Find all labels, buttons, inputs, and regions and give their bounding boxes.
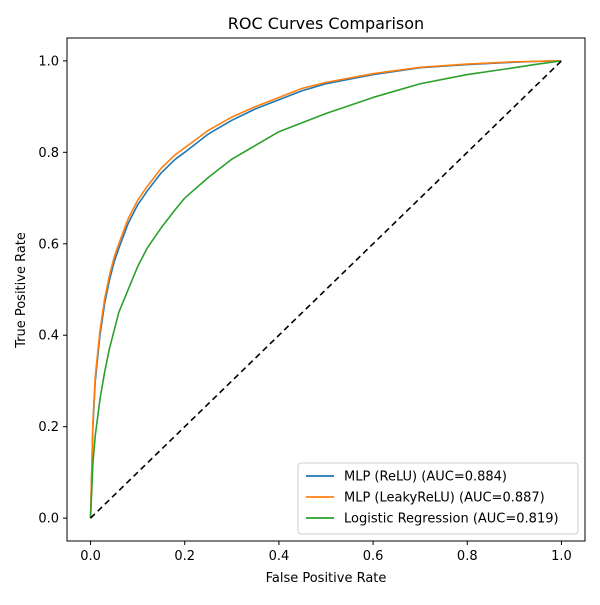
legend-entry-1: MLP (LeakyReLU) (AUC=0.887) [344,491,545,506]
legend-box [297,462,579,535]
plot-frame [66,37,586,542]
y-tick-label: 0.6 [38,237,59,252]
series-line-2 [89,60,562,519]
y-tick-label: 0.4 [38,329,59,344]
series-line-1 [89,60,562,519]
x-tick-label: 0.2 [174,549,195,564]
x-tick-label: 0.6 [363,549,384,564]
y-tick-label: 1.0 [38,54,59,69]
y-tick-label: 0.2 [38,420,59,435]
legend: MLP (ReLU) (AUC=0.884) MLP (LeakyReLU) (A… [297,462,579,535]
x-tick-label: 1.0 [551,549,572,564]
y-tick-label: 0.0 [38,512,59,527]
x-axis-label: False Positive Rate [266,571,387,586]
x-tick-label: 0.8 [457,549,478,564]
axes: 0.0 0.2 0.4 0.6 0.8 1.0 0.0 0.2 0.4 0.6 0.8 1.0 [38,37,586,564]
y-tick-label: 0.8 [38,146,59,161]
chart-title: ROC Curves Comparison [228,14,424,33]
plot-area [89,60,563,519]
x-tick-label: 0.4 [269,549,290,564]
legend-entry-0: MLP (ReLU) (AUC=0.884) [344,470,507,485]
legend-entry-2: Logistic Regression (AUC=0.819) [344,512,559,527]
y-axis-label: True Positive Rate [14,232,29,349]
x-tick-label: 0.0 [80,549,101,564]
